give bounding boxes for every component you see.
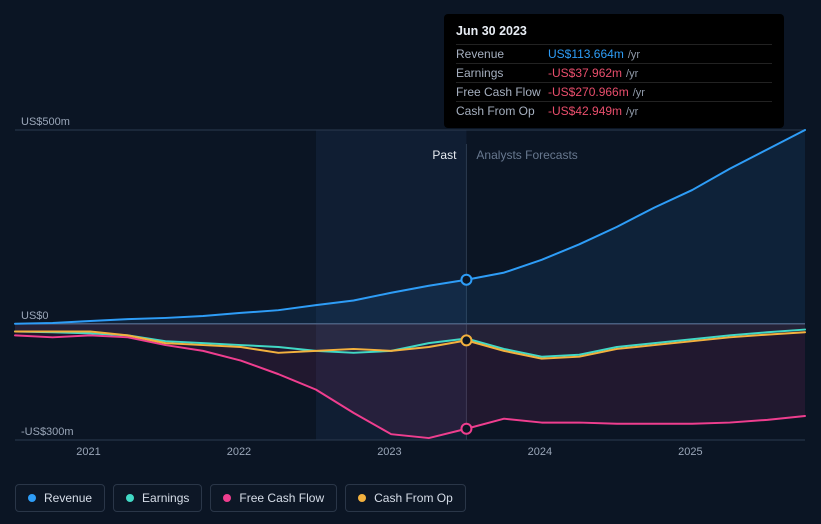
legend-swatch [126,494,134,502]
forecasts-label: Analysts Forecasts [476,148,577,162]
tooltip-row: RevenueUS$113.664m/yr [456,44,772,63]
y-axis-label: US$0 [21,310,49,322]
legend-swatch [28,494,36,502]
tooltip-row-value: -US$42.949m [548,104,622,118]
legend-swatch [223,494,231,502]
tooltip-row-label: Cash From Op [456,104,548,118]
legend-label: Revenue [44,491,92,505]
tooltip-row-suffix: /yr [628,49,640,61]
tooltip-row-value: US$113.664m [548,47,624,61]
tooltip-row-suffix: /yr [626,68,638,80]
tooltip-row-value: -US$270.966m [548,85,629,99]
financials-chart: Jun 30 2023 RevenueUS$113.664m/yrEarning… [0,0,821,524]
tooltip-date: Jun 30 2023 [456,24,772,38]
x-axis-label: 2024 [528,446,552,458]
past-label: Past [432,148,456,162]
x-axis-label: 2023 [377,446,401,458]
legend-label: Earnings [142,491,189,505]
y-axis-label: US$500m [21,116,70,128]
legend-item-earnings[interactable]: Earnings [113,484,202,512]
tooltip-row-label: Revenue [456,47,548,61]
legend-item-cfo[interactable]: Cash From Op [345,484,466,512]
tooltip-row: Free Cash Flow-US$270.966m/yr [456,82,772,101]
legend-item-revenue[interactable]: Revenue [15,484,105,512]
tooltip-row-label: Earnings [456,66,548,80]
tooltip-row: Cash From Op-US$42.949m/yr [456,101,772,120]
legend: Revenue Earnings Free Cash Flow Cash From O… [15,484,466,512]
tooltip-row-value: -US$37.962m [548,66,622,80]
y-axis-label: -US$300m [21,426,74,438]
tooltip-row-suffix: /yr [633,87,645,99]
cursor-tooltip: Jun 30 2023 RevenueUS$113.664m/yrEarning… [444,14,784,128]
x-axis-label: 2025 [678,446,702,458]
tooltip-row-suffix: /yr [626,106,638,118]
x-axis-label: 2022 [227,446,251,458]
tooltip-row-label: Free Cash Flow [456,85,548,99]
legend-swatch [358,494,366,502]
legend-label: Free Cash Flow [239,491,324,505]
tooltip-row: Earnings-US$37.962m/yr [456,63,772,82]
legend-item-fcf[interactable]: Free Cash Flow [210,484,337,512]
legend-label: Cash From Op [374,491,453,505]
x-axis-label: 2021 [76,446,100,458]
